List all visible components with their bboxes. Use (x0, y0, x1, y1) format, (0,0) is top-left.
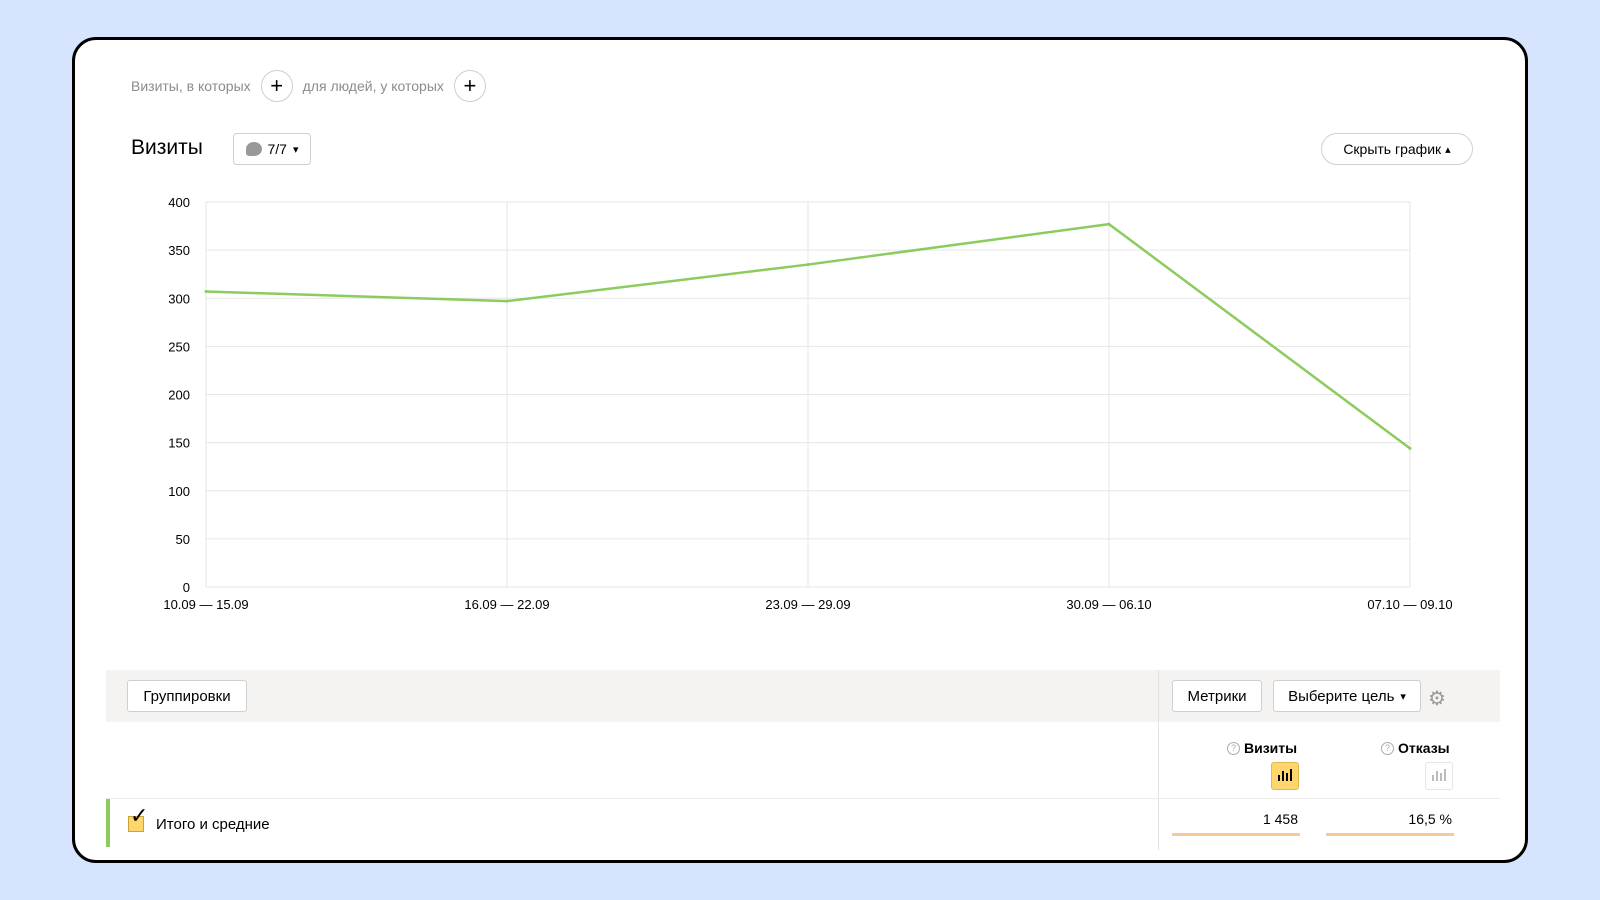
x-tick-label: 07.10 — 09.10 (1367, 597, 1452, 612)
hide-chart-label: Скрыть график (1343, 141, 1442, 157)
hide-chart-button[interactable]: Скрыть график ▴ (1321, 133, 1473, 165)
y-tick-label: 350 (168, 243, 190, 258)
row-color-marker (106, 799, 110, 847)
add-visits-filter-button[interactable]: + (260, 70, 293, 102)
segment-filters: Визиты, в которых + для людей, у которых… (131, 70, 496, 102)
chevron-down-icon: ▾ (292, 143, 299, 156)
visits-filter-label: Визиты, в которых (131, 78, 251, 94)
y-tick-label: 0 (183, 580, 190, 595)
column-label-visits: Визиты (1244, 740, 1298, 756)
chevron-up-icon: ▴ (1445, 143, 1451, 156)
help-icon[interactable]: ? (1381, 741, 1394, 755)
metrics-label: Метрики (1187, 687, 1247, 705)
data-point (1408, 446, 1412, 450)
column-header-visits[interactable]: ? Визиты (1227, 740, 1297, 756)
help-icon[interactable]: ? (1227, 741, 1240, 755)
total-bounces-value: 16,5 % (1408, 811, 1452, 827)
groupings-button[interactable]: Группировки (127, 680, 247, 712)
column-divider (1158, 670, 1159, 850)
x-tick-label: 23.09 — 29.09 (765, 597, 850, 612)
report-card: Визиты, в которых + для людей, у которых… (72, 37, 1528, 863)
people-filter-label: для людей, у которых (302, 78, 444, 94)
visits-line-chart: 0 50 100 150 200 250 300 350 400 10.09 — 15.09 16.… (163, 195, 1452, 612)
add-people-filter-button[interactable]: + (453, 70, 486, 102)
total-visits-value: 1 458 (1262, 811, 1298, 827)
gear-icon[interactable]: ⚙ (1428, 688, 1446, 710)
total-checkbox[interactable] (128, 816, 144, 832)
bounces-value-underline (1326, 833, 1454, 836)
page-title: Визиты (131, 136, 203, 159)
check-icon: ✓ (130, 803, 149, 828)
x-tick-label: 10.09 — 15.09 (163, 597, 248, 612)
y-tick-label: 400 (168, 195, 190, 210)
data-point (505, 299, 509, 303)
segments-dropdown[interactable]: 7/7 ▾ (233, 133, 311, 165)
comment-icon (245, 142, 262, 156)
visits-value-underline (1172, 833, 1300, 836)
column-header-bounces[interactable]: ? Отказы (1381, 740, 1450, 756)
table-toolbar (106, 670, 1500, 850)
y-tick-label: 250 (168, 339, 190, 354)
segments-count: 7/7 (267, 141, 287, 157)
column-label-bounces: Отказы (1398, 740, 1450, 756)
x-tick-label: 30.09 — 06.10 (1066, 597, 1151, 612)
metrics-button[interactable]: Метрики (1172, 680, 1262, 712)
chart-toggle-icon-visits[interactable] (1271, 762, 1299, 790)
goal-dropdown[interactable]: Выберите цель ▾ (1273, 680, 1421, 712)
data-point (1107, 222, 1111, 226)
x-tick-label: 16.09 — 22.09 (464, 597, 549, 612)
table-row-total: ✓ Итого и средние 1 458 16,5 % (106, 799, 1500, 847)
total-row-label: Итого и средние (156, 816, 270, 833)
chart-toggle-icon-bounces[interactable] (1425, 762, 1453, 790)
data-point (204, 290, 208, 294)
y-tick-label: 100 (168, 484, 190, 499)
groupings-label: Группировки (143, 687, 231, 705)
y-tick-label: 300 (168, 291, 190, 306)
y-tick-label: 50 (176, 532, 190, 547)
divider (106, 798, 1500, 799)
chevron-down-icon: ▾ (1400, 690, 1406, 703)
y-tick-label: 150 (168, 436, 190, 451)
goal-label: Выберите цель (1288, 687, 1395, 705)
data-point (806, 263, 810, 267)
y-tick-label: 200 (168, 388, 190, 403)
